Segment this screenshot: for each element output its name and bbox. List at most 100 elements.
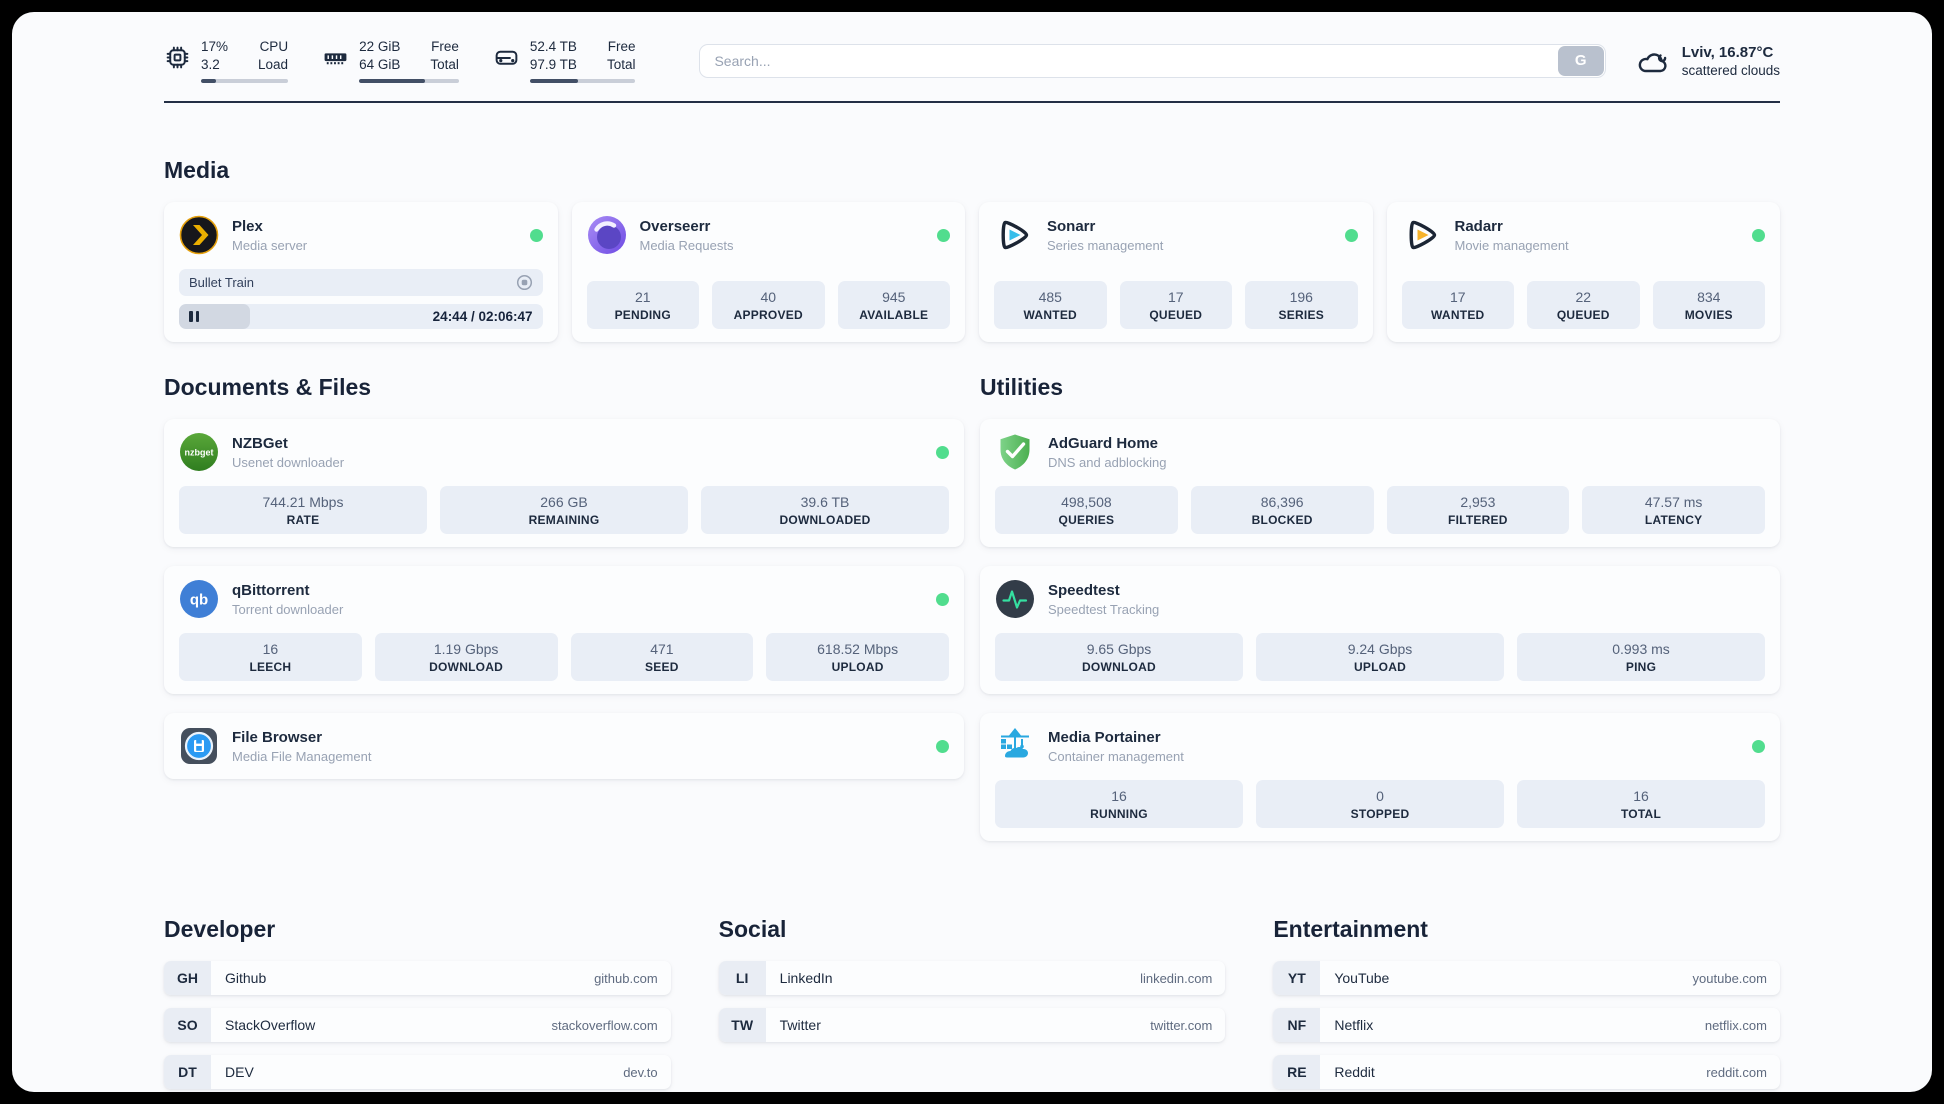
link-url: github.com	[594, 970, 658, 986]
link-url: youtube.com	[1692, 970, 1767, 986]
svg-text:qb: qb	[190, 592, 208, 609]
stat-movies: 834 MOVIES	[1652, 281, 1765, 330]
link-linkedin[interactable]: LI LinkedIn linkedin.com	[718, 961, 1226, 996]
section-title-utilities: Utilities	[980, 374, 1064, 401]
media-grid: Plex Media server Bullet Train 24:44 / 0…	[164, 202, 1780, 343]
cpu-percent: 17%	[201, 39, 229, 54]
app-card-portainer[interactable]: Media Portainer Container management 16 …	[980, 713, 1780, 842]
stat-blocked: 86,396 BLOCKED	[1190, 486, 1374, 535]
stat-series: 196 SERIES	[1245, 281, 1358, 330]
status-dot	[936, 739, 949, 753]
stat-ping: 0.993 ms PING	[1517, 633, 1765, 682]
playback-time: 24:44 / 02:06:47	[432, 309, 533, 325]
disk-progressbar	[529, 79, 636, 84]
app-card-overseerr[interactable]: Overseerr Media Requests 21 PENDING 40 A…	[571, 202, 965, 343]
disk-total-label: Total	[606, 56, 636, 72]
app-subtitle: Media File Management	[232, 748, 372, 764]
stat-download: 1.19 Gbps DOWNLOAD	[374, 633, 558, 682]
session-icon[interactable]	[516, 274, 533, 291]
nzbget-icon: nzbget	[180, 433, 218, 472]
disk-free-value: 52.4 TB	[529, 39, 577, 54]
app-subtitle: DNS and adblocking	[1048, 454, 1167, 470]
link-badge: GH	[164, 961, 211, 996]
weather-widget: Lviv, 16.87°C scattered clouds	[1636, 44, 1780, 78]
app-card-radarr[interactable]: Radarr Movie management 17 WANTED 22 QUE…	[1386, 202, 1780, 343]
svg-text:nzbget: nzbget	[185, 448, 214, 458]
pause-button[interactable]	[189, 311, 199, 323]
app-card-adguard[interactable]: AdGuard Home DNS and adblocking 498,508 …	[980, 419, 1780, 548]
stat-queued: 22 QUEUED	[1527, 281, 1640, 330]
documents-column: Documents & Files nzbget NZBGet Usenet d…	[164, 374, 964, 860]
weather-location: Lviv, 16.87°C	[1681, 43, 1774, 61]
link-url: stackoverflow.com	[551, 1017, 658, 1033]
cloud-icon	[1638, 52, 1667, 72]
link-url: linkedin.com	[1140, 970, 1213, 986]
app-subtitle: Speedtest Tracking	[1048, 601, 1160, 617]
link-dev[interactable]: DT DEV dev.to	[164, 1055, 671, 1090]
plex-icon	[179, 215, 219, 255]
app-card-qbittorrent[interactable]: qb qBittorrent Torrent downloader 16 LEE…	[164, 566, 964, 695]
link-reddit[interactable]: RE Reddit reddit.com	[1273, 1055, 1780, 1090]
stat-filtered: 2,953 FILTERED	[1386, 486, 1570, 535]
app-name: Radarr	[1454, 217, 1503, 235]
link-netflix[interactable]: NF Netflix netflix.com	[1273, 1008, 1780, 1043]
app-subtitle: Container management	[1048, 748, 1184, 764]
search-engine-button[interactable]: G	[1557, 45, 1604, 76]
app-card-filebrowser[interactable]: File Browser Media File Management	[164, 713, 964, 780]
cpu-load-value: 3.2	[201, 56, 220, 72]
link-name: YouTube	[1334, 970, 1390, 987]
app-card-sonarr[interactable]: Sonarr Series management 485 WANTED 17 Q…	[979, 202, 1373, 343]
section-title-media: Media	[164, 157, 230, 184]
link-twitter[interactable]: TW Twitter twitter.com	[718, 1008, 1226, 1043]
status-dot	[936, 592, 949, 606]
stat-leech: 16 LEECH	[179, 633, 362, 682]
app-name: Overseerr	[639, 217, 711, 235]
dashboard-page: 17% 3.2 CPU Load	[12, 12, 1932, 1092]
ram-free-label: Free	[431, 39, 459, 54]
qbittorrent-icon: qb	[180, 580, 218, 619]
app-name: AdGuard Home	[1048, 434, 1159, 452]
link-github[interactable]: GH Github github.com	[164, 961, 671, 996]
utilities-column: Utilities AdGuard Home DNS and adblockin…	[980, 374, 1780, 860]
link-youtube[interactable]: YT YouTube youtube.com	[1273, 961, 1780, 996]
app-name: qBittorrent	[232, 581, 310, 599]
section-title-documents: Documents & Files	[164, 374, 372, 401]
app-name: File Browser	[232, 728, 323, 746]
radarr-icon	[1409, 220, 1436, 250]
stat-remaining: 266 GB REMAINING	[440, 486, 688, 535]
search-input[interactable]	[699, 43, 1606, 78]
link-badge: DT	[164, 1055, 211, 1090]
ram-icon	[324, 53, 347, 65]
status-dot	[1752, 228, 1765, 242]
link-badge: LI	[718, 961, 766, 996]
app-name: Media Portainer	[1048, 728, 1161, 746]
stat-wanted: 17 WANTED	[1401, 281, 1514, 330]
filebrowser-icon	[181, 728, 217, 765]
app-card-speedtest[interactable]: Speedtest Speedtest Tracking 9.65 Gbps D…	[980, 566, 1780, 695]
disk-free-label: Free	[607, 39, 636, 54]
link-badge: NF	[1273, 1008, 1321, 1043]
stat-seed: 471 SEED	[570, 633, 754, 682]
link-badge: RE	[1273, 1055, 1321, 1090]
link-name: LinkedIn	[779, 970, 833, 987]
playback-progress: 24:44 / 02:06:47	[179, 304, 543, 330]
app-card-plex[interactable]: Plex Media server Bullet Train 24:44 / 0…	[164, 202, 558, 343]
stat-total: 16 TOTAL	[1517, 780, 1765, 829]
link-name: StackOverflow	[225, 1017, 316, 1034]
app-name: Plex	[232, 217, 263, 235]
portainer-icon	[1001, 728, 1029, 758]
ram-total-label: Total	[430, 56, 459, 72]
stat-upload: 618.52 Mbps UPLOAD	[766, 633, 949, 682]
topbar: 17% 3.2 CPU Load	[164, 38, 1780, 84]
app-subtitle: Media server	[232, 237, 308, 253]
disk-total-value: 97.9 TB	[529, 56, 577, 72]
link-name: Github	[225, 970, 267, 987]
now-playing-row: Bullet Train	[179, 269, 543, 297]
stat-wanted: 485 WANTED	[994, 281, 1107, 330]
link-url: netflix.com	[1704, 1017, 1767, 1033]
app-card-nzbget[interactable]: nzbget NZBGet Usenet downloader 744.21 M…	[164, 419, 964, 548]
link-stackoverflow[interactable]: SO StackOverflow stackoverflow.com	[164, 1008, 671, 1043]
adguard-icon	[1000, 434, 1030, 470]
status-dot	[1752, 739, 1765, 753]
app-subtitle: Media Requests	[639, 237, 734, 253]
